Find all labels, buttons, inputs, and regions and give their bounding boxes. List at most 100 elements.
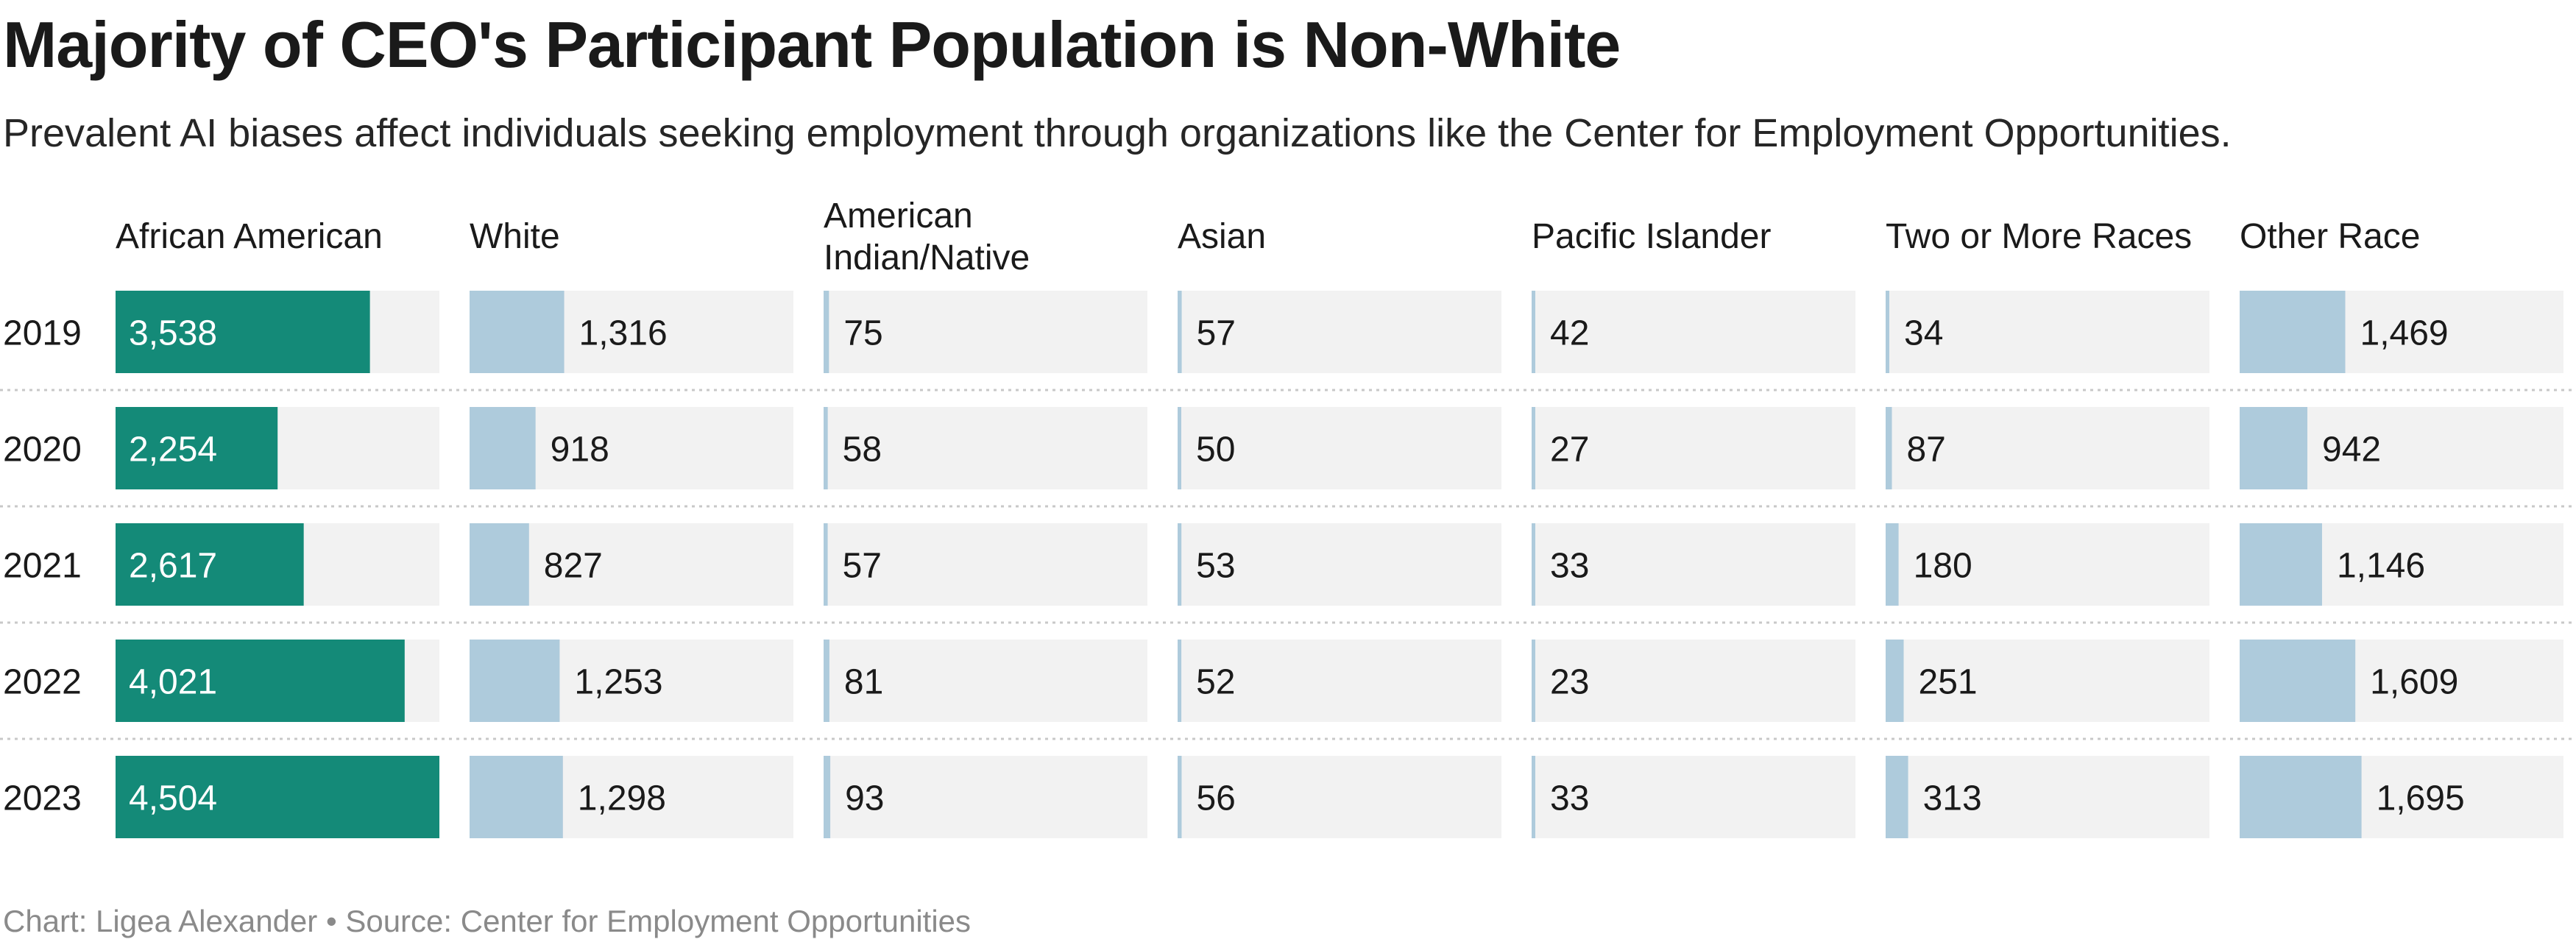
- bar: [1532, 756, 1535, 838]
- bar: [1178, 756, 1182, 838]
- bar: [1886, 640, 1904, 722]
- data-label: 53: [1196, 546, 1235, 585]
- row-label: 2019: [3, 314, 82, 353]
- bar: [116, 756, 439, 838]
- bar: [824, 291, 829, 373]
- data-label: 81: [844, 662, 883, 701]
- bar-track: [824, 756, 1147, 838]
- bar-track: [1178, 291, 1501, 373]
- data-label: 4,504: [129, 779, 217, 818]
- bar: [470, 407, 536, 489]
- data-label: 251: [1919, 662, 1978, 701]
- bar: [1178, 640, 1182, 722]
- data-label: 56: [1196, 779, 1235, 818]
- bar: [2240, 640, 2356, 722]
- row-label: 2023: [3, 779, 82, 818]
- data-label: 1,609: [2370, 662, 2458, 701]
- bar-track: [1178, 640, 1501, 722]
- data-label: 57: [1197, 314, 1236, 353]
- bar: [824, 407, 828, 489]
- data-label: 4,021: [129, 662, 217, 701]
- data-label: 1,316: [579, 314, 668, 353]
- bar-track: [824, 640, 1147, 722]
- data-label: 1,469: [2360, 314, 2449, 353]
- data-label: 34: [1904, 314, 1943, 353]
- bar: [1178, 407, 1181, 489]
- bar: [1886, 291, 1889, 373]
- data-label: 1,695: [2377, 779, 2465, 818]
- column-header: Pacific Islander: [1532, 217, 1771, 256]
- column-header: American Indian/Native: [824, 196, 1030, 277]
- bar: [1178, 291, 1182, 373]
- bar-track: [1532, 523, 1855, 606]
- column-header: African American: [116, 217, 383, 256]
- bar-track: [1178, 407, 1501, 489]
- bar: [116, 640, 405, 722]
- data-label: 42: [1550, 314, 1589, 353]
- bar-track: [1532, 291, 1855, 373]
- bar: [2240, 523, 2322, 606]
- bar: [116, 407, 278, 489]
- data-label: 3,538: [129, 314, 217, 353]
- bar: [824, 756, 831, 838]
- data-label: 27: [1550, 430, 1589, 469]
- bar: [470, 523, 529, 606]
- data-label: 180: [1914, 546, 1972, 585]
- row-label: 2020: [3, 430, 82, 469]
- data-label: 942: [2322, 430, 2381, 469]
- bar: [1532, 640, 1535, 722]
- bar-track: [824, 523, 1147, 606]
- bar: [470, 291, 565, 373]
- bar-chart-svg: African American White American Indian/Nati…: [0, 196, 2576, 838]
- bar: [1532, 291, 1535, 373]
- bar-track: [1532, 640, 1855, 722]
- data-label: 827: [544, 546, 603, 585]
- data-label: 93: [845, 779, 884, 818]
- bar-track: [1886, 523, 2209, 606]
- bar: [2240, 291, 2346, 373]
- chart-subtitle: Prevalent AI biases affect individuals s…: [3, 111, 2232, 155]
- bar: [1532, 523, 1535, 606]
- bar-track: [1532, 756, 1855, 838]
- column-header: Two or More Races: [1886, 217, 2192, 256]
- data-label: 52: [1196, 662, 1235, 701]
- bar-track: [1532, 407, 1855, 489]
- chart-area: African American White American Indian/Nati…: [0, 184, 2576, 861]
- data-label: 918: [551, 430, 609, 469]
- bar-track: [1886, 291, 2209, 373]
- bar-track: [1886, 640, 2209, 722]
- data-label: 2,617: [129, 546, 217, 585]
- column-header: White: [470, 217, 560, 256]
- bar-track: [1886, 407, 2209, 489]
- data-label: 57: [843, 546, 882, 585]
- row-label: 2022: [3, 662, 82, 701]
- bar: [2240, 756, 2362, 838]
- bar: [470, 756, 563, 838]
- bar-track: [824, 291, 1147, 373]
- bar-track: [1886, 756, 2209, 838]
- data-label: 58: [843, 430, 882, 469]
- bar: [1886, 407, 1892, 489]
- data-label: 1,146: [2337, 546, 2425, 585]
- bar: [1886, 523, 1899, 606]
- bar: [1886, 756, 1908, 838]
- row-label: 2021: [3, 546, 82, 585]
- data-label: 2,254: [129, 430, 217, 469]
- bar: [1178, 523, 1182, 606]
- column-header: Asian: [1178, 217, 1266, 256]
- bar: [2240, 407, 2308, 489]
- bar: [116, 523, 304, 606]
- data-label: 23: [1550, 662, 1589, 701]
- data-label: 33: [1550, 546, 1589, 585]
- column-header: Other Race: [2240, 217, 2420, 256]
- bar-track: [1178, 523, 1501, 606]
- bar: [470, 640, 560, 722]
- data-label: 33: [1550, 779, 1589, 818]
- bar: [824, 640, 829, 722]
- data-label: 313: [1923, 779, 1982, 818]
- bar: [116, 291, 370, 373]
- data-label: 1,253: [574, 662, 662, 701]
- data-label: 1,298: [578, 779, 666, 818]
- bar: [1532, 407, 1535, 489]
- data-label: 50: [1196, 430, 1235, 469]
